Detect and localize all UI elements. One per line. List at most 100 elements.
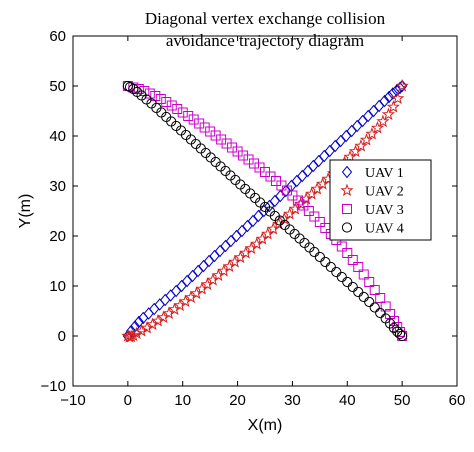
data-point [347, 281, 358, 293]
data-point [395, 79, 409, 92]
y-tick-label: 40 [49, 128, 66, 145]
data-point [161, 97, 172, 107]
data-point [178, 294, 193, 308]
data-point [336, 241, 347, 252]
data-point [121, 329, 135, 342]
data-point [151, 314, 165, 327]
data-point [394, 328, 406, 340]
data-point [170, 284, 182, 298]
data-point [231, 229, 242, 243]
data-point [242, 219, 253, 233]
data-point [162, 306, 176, 320]
data-point [209, 249, 220, 263]
data-point [177, 107, 188, 118]
data-series [121, 79, 409, 343]
series-uav-3 [122, 81, 408, 341]
data-point [314, 217, 325, 227]
data-point [165, 289, 176, 302]
y-tick-label: 60 [49, 28, 66, 45]
data-point [128, 83, 139, 95]
data-point [375, 307, 386, 319]
data-point [124, 81, 136, 93]
data-point [134, 324, 149, 337]
axis-labels: X(m) Y(m) [17, 194, 282, 434]
data-point [247, 214, 259, 228]
data-point [198, 259, 209, 273]
y-tick-label: 50 [49, 78, 66, 95]
data-point [391, 91, 405, 105]
data-point [308, 159, 319, 173]
data-point [303, 206, 314, 216]
data-point [368, 104, 379, 118]
data-point [297, 169, 308, 183]
chart-title-line: Diagonal vertex exchange collision [145, 9, 386, 28]
data-point [203, 254, 215, 268]
x-tick-label: 50 [394, 392, 411, 409]
data-point [155, 94, 166, 104]
data-point [145, 317, 160, 331]
y-tick-label: 0 [58, 328, 66, 345]
data-point [183, 111, 194, 121]
data-point [353, 262, 364, 272]
data-point [369, 302, 380, 313]
data-point [269, 194, 281, 208]
data-point [346, 124, 357, 138]
data-point [253, 209, 264, 223]
plot-frame [72, 35, 458, 387]
data-point [173, 298, 187, 312]
data-point [388, 322, 400, 334]
legend: UAV 1 UAV 2 UAV 3 UAV 4 [329, 159, 432, 241]
data-point [144, 88, 155, 99]
data-point [373, 99, 385, 113]
data-point [309, 211, 320, 222]
data-point [320, 223, 331, 233]
legend-marker [342, 204, 352, 214]
x-tick-label: 10 [174, 392, 191, 409]
data-point [394, 81, 406, 95]
data-point [375, 293, 386, 303]
data-point [342, 248, 353, 258]
data-point [143, 307, 154, 320]
data-point [330, 139, 341, 153]
data-point [236, 224, 248, 238]
data-point [353, 286, 364, 298]
legend-label: UAV 3 [365, 203, 404, 218]
data-point [184, 290, 198, 304]
data-point [313, 154, 324, 168]
data-point [176, 279, 187, 293]
x-tick-label: 40 [339, 392, 356, 409]
data-point [348, 144, 363, 158]
data-point [383, 90, 395, 104]
data-point [275, 189, 286, 203]
series-uav-2 [121, 79, 409, 343]
data-point [192, 264, 204, 278]
legend-marker [340, 183, 354, 197]
data-point [397, 330, 408, 342]
legend-marker [341, 165, 353, 179]
x-tick-label: −10 [60, 392, 85, 409]
data-point [387, 87, 398, 100]
data-point [335, 134, 346, 148]
data-point [220, 239, 231, 253]
data-point [364, 296, 375, 308]
data-point [154, 298, 165, 311]
series-uav-4 [122, 80, 408, 342]
data-point [364, 277, 375, 287]
y-tick-label: −10 [41, 378, 66, 395]
data-point [181, 274, 193, 288]
data-point [347, 255, 358, 265]
legend-label: UAV 2 [365, 185, 404, 200]
data-point [291, 174, 302, 188]
legend-label: UAV 4 [365, 222, 404, 237]
x-tick-label: 0 [124, 392, 132, 409]
data-point [133, 315, 144, 329]
legend-box [329, 159, 432, 241]
data-point [341, 129, 352, 143]
data-point [172, 104, 183, 114]
data-point [354, 139, 368, 152]
data-point [331, 266, 342, 278]
data-point [187, 269, 198, 283]
data-point [149, 302, 160, 316]
data-point [160, 293, 171, 307]
